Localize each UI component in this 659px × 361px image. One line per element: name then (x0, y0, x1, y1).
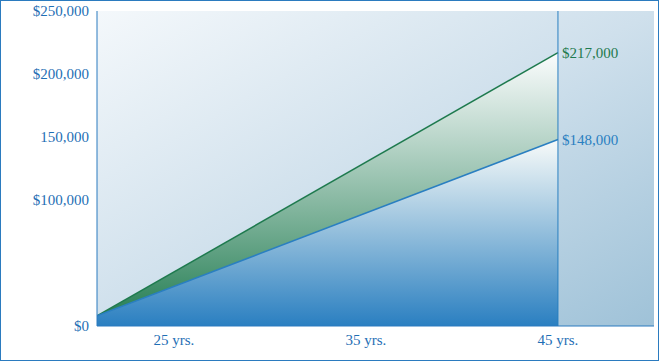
svg-text:$250,000: $250,000 (33, 3, 89, 19)
svg-text:$217,000: $217,000 (562, 45, 618, 61)
svg-text:150,000: 150,000 (40, 129, 89, 145)
svg-text:$0: $0 (74, 318, 89, 334)
svg-text:45 yrs.: 45 yrs. (538, 332, 579, 348)
svg-text:25 yrs.: 25 yrs. (153, 332, 194, 348)
svg-text:35 yrs.: 35 yrs. (345, 332, 386, 348)
svg-text:$148,000: $148,000 (562, 132, 618, 148)
svg-text:$100,000: $100,000 (33, 192, 89, 208)
svg-text:$200,000: $200,000 (33, 66, 89, 82)
